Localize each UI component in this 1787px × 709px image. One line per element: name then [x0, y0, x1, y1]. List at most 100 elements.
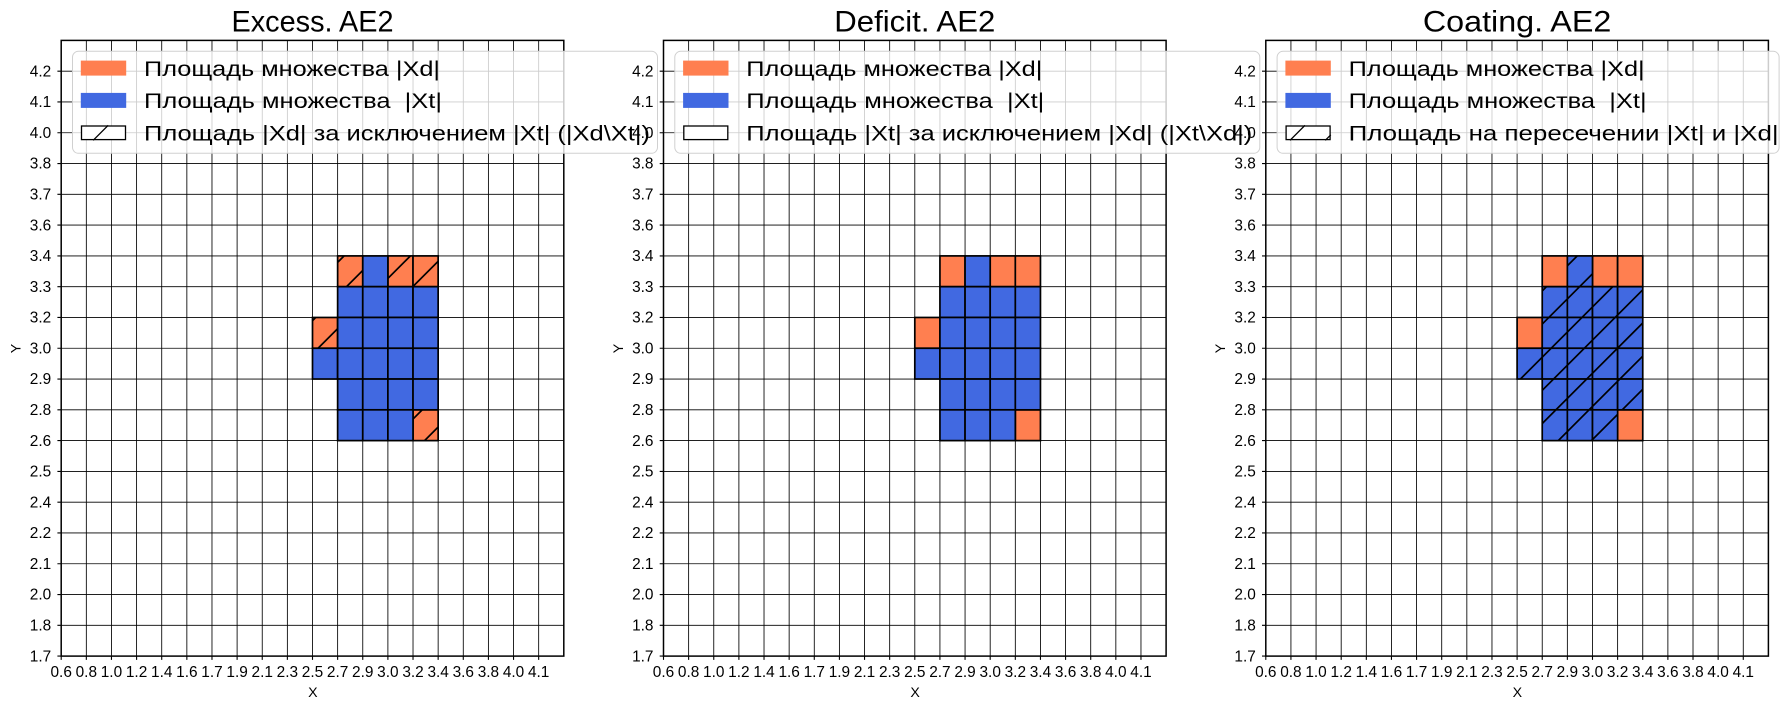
- svg-text:2.0: 2.0: [632, 587, 653, 604]
- svg-text:3.7: 3.7: [1234, 187, 1255, 204]
- svg-text:2.6: 2.6: [30, 433, 51, 450]
- svg-text:3.4: 3.4: [30, 248, 52, 265]
- svg-text:3.3: 3.3: [30, 279, 51, 296]
- svg-text:3.4: 3.4: [427, 664, 449, 681]
- svg-text:2.3: 2.3: [879, 664, 900, 681]
- svg-text:2.5: 2.5: [904, 664, 925, 681]
- svg-text:0.8: 0.8: [1280, 664, 1301, 681]
- svg-text:Площадь множества |Xt|: Площадь множества |Xt|: [144, 89, 442, 113]
- svg-text:3.0: 3.0: [979, 664, 1000, 681]
- svg-text:2.4: 2.4: [30, 494, 52, 511]
- svg-text:4.1: 4.1: [1733, 664, 1754, 681]
- svg-text:2.9: 2.9: [1234, 371, 1255, 388]
- svg-text:2.3: 2.3: [1481, 664, 1502, 681]
- svg-text:0.6: 0.6: [50, 664, 71, 681]
- svg-text:1.9: 1.9: [226, 664, 247, 681]
- svg-text:1.7: 1.7: [30, 648, 51, 665]
- svg-text:1.7: 1.7: [1406, 664, 1427, 681]
- svg-text:2.1: 2.1: [632, 556, 653, 573]
- svg-text:3.3: 3.3: [632, 279, 653, 296]
- svg-text:2.6: 2.6: [1234, 433, 1255, 450]
- svg-text:0.8: 0.8: [678, 664, 699, 681]
- svg-text:Y: Y: [1213, 343, 1229, 353]
- svg-text:2.0: 2.0: [1234, 587, 1255, 604]
- svg-text:2.2: 2.2: [30, 525, 51, 542]
- svg-text:4.0: 4.0: [503, 664, 524, 681]
- svg-text:2.5: 2.5: [302, 664, 323, 681]
- svg-text:2.6: 2.6: [632, 433, 653, 450]
- svg-text:1.0: 1.0: [101, 664, 122, 681]
- svg-text:3.8: 3.8: [1234, 156, 1255, 173]
- svg-text:4.1: 4.1: [1130, 664, 1151, 681]
- svg-text:4.1: 4.1: [528, 664, 549, 681]
- svg-text:2.9: 2.9: [632, 371, 653, 388]
- svg-text:X: X: [910, 685, 920, 701]
- svg-text:Площадь множества |Xt|: Площадь множества |Xt|: [1349, 89, 1647, 113]
- svg-text:1.6: 1.6: [176, 664, 197, 681]
- svg-text:1.2: 1.2: [126, 664, 147, 681]
- svg-text:2.5: 2.5: [1506, 664, 1527, 681]
- svg-text:3.7: 3.7: [632, 187, 653, 204]
- svg-text:1.6: 1.6: [778, 664, 799, 681]
- svg-text:3.2: 3.2: [1234, 310, 1255, 327]
- svg-text:3.0: 3.0: [1234, 340, 1255, 357]
- svg-text:3.0: 3.0: [377, 664, 398, 681]
- svg-text:Deficit. AE2: Deficit. AE2: [834, 5, 995, 38]
- svg-text:3.4: 3.4: [632, 248, 654, 265]
- svg-text:1.8: 1.8: [30, 618, 51, 635]
- svg-text:4.2: 4.2: [1234, 63, 1255, 80]
- svg-text:2.1: 2.1: [1234, 556, 1255, 573]
- svg-text:3.4: 3.4: [1632, 664, 1654, 681]
- svg-text:Площадь |Xt| за исключением |X: Площадь |Xt| за исключением |Xd| (|Xt\Xd…: [746, 122, 1252, 146]
- svg-text:3.8: 3.8: [30, 156, 51, 173]
- svg-text:3.7: 3.7: [30, 187, 51, 204]
- svg-text:1.0: 1.0: [1305, 664, 1326, 681]
- svg-text:2.7: 2.7: [327, 664, 348, 681]
- svg-text:4.1: 4.1: [30, 94, 51, 111]
- svg-text:3.6: 3.6: [1234, 217, 1255, 234]
- svg-text:2.8: 2.8: [1234, 402, 1255, 419]
- svg-text:1.8: 1.8: [1234, 618, 1255, 635]
- svg-text:2.7: 2.7: [929, 664, 950, 681]
- svg-text:1.8: 1.8: [632, 618, 653, 635]
- svg-text:2.9: 2.9: [30, 371, 51, 388]
- svg-text:1.6: 1.6: [1381, 664, 1402, 681]
- svg-text:3.4: 3.4: [1234, 248, 1256, 265]
- svg-text:3.6: 3.6: [453, 664, 474, 681]
- svg-text:1.2: 1.2: [728, 664, 749, 681]
- svg-text:2.7: 2.7: [1532, 664, 1553, 681]
- svg-text:2.2: 2.2: [632, 525, 653, 542]
- svg-text:3.2: 3.2: [30, 310, 51, 327]
- svg-text:2.1: 2.1: [30, 556, 51, 573]
- svg-text:1.7: 1.7: [804, 664, 825, 681]
- svg-text:Y: Y: [611, 343, 627, 353]
- svg-text:2.1: 2.1: [854, 664, 875, 681]
- svg-text:1.4: 1.4: [151, 664, 173, 681]
- svg-text:Excess. AE2: Excess. AE2: [232, 5, 394, 38]
- svg-text:Площадь множества |Xd|: Площадь множества |Xd|: [144, 57, 440, 81]
- svg-text:4.1: 4.1: [1234, 94, 1255, 111]
- svg-text:0.6: 0.6: [1255, 664, 1276, 681]
- svg-text:1.9: 1.9: [829, 664, 850, 681]
- svg-text:0.8: 0.8: [76, 664, 97, 681]
- svg-text:3.8: 3.8: [1080, 664, 1101, 681]
- svg-text:1.7: 1.7: [632, 648, 653, 665]
- svg-text:2.3: 2.3: [277, 664, 298, 681]
- svg-text:1.4: 1.4: [1356, 664, 1378, 681]
- svg-text:2.9: 2.9: [352, 664, 373, 681]
- svg-text:X: X: [308, 685, 318, 701]
- svg-text:4.0: 4.0: [632, 125, 653, 142]
- svg-text:1.4: 1.4: [753, 664, 775, 681]
- svg-text:Coating. AE2: Coating. AE2: [1423, 5, 1612, 38]
- svg-text:Y: Y: [9, 343, 25, 353]
- svg-text:3.2: 3.2: [1607, 664, 1628, 681]
- svg-text:3.0: 3.0: [30, 340, 51, 357]
- svg-text:3.8: 3.8: [478, 664, 499, 681]
- svg-text:4.2: 4.2: [30, 63, 51, 80]
- svg-text:2.8: 2.8: [632, 402, 653, 419]
- svg-text:3.6: 3.6: [632, 217, 653, 234]
- svg-text:1.7: 1.7: [201, 664, 222, 681]
- svg-text:Площадь на пересечении |Xt| и: Площадь на пересечении |Xt| и |Xd|: [1349, 122, 1779, 146]
- svg-text:3.8: 3.8: [632, 156, 653, 173]
- svg-text:2.9: 2.9: [1557, 664, 1578, 681]
